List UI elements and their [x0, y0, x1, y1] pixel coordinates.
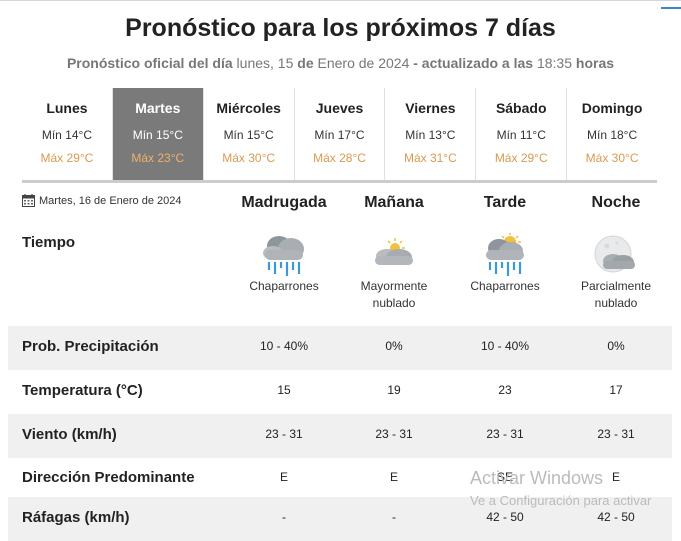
day-tab-sabado[interactable]: Sábado Mín 11°C Máx 29°C [476, 88, 568, 180]
condition-manana: Mayormente nublado [360, 279, 428, 310]
period-tarde: Tarde [483, 194, 527, 211]
calendar-icon [22, 194, 35, 207]
table-cell: 23 - 31 [486, 427, 524, 441]
row-label: Dirección Predominante [22, 469, 195, 486]
partly-cloudy-night-icon [594, 235, 635, 273]
activation-watermark-text: Ve a Configuración para activar [470, 493, 652, 508]
table-cell: 0% [385, 339, 403, 353]
page-title: Pronóstico para los próximos 7 días [125, 14, 556, 42]
day-tab-miercoles[interactable]: Miércoles Mín 15°C Máx 30°C [204, 88, 295, 180]
day-max-temp: Máx 31°C [403, 151, 457, 165]
table-cell: 23 - 31 [265, 427, 303, 441]
activation-watermark-title: Activar Windows [470, 468, 604, 488]
row-direccion: Dirección Predominante E E SE E [8, 457, 672, 501]
day-max-temp: Máx 29°C [494, 151, 548, 165]
row-prob-precipitacion: Prob. Precipitación 10 - 40% 0% 10 - 40%… [8, 326, 672, 370]
day-min-temp: Mín 13°C [405, 128, 456, 142]
row-label: Temperatura (°C) [22, 382, 143, 399]
day-name: Lunes [46, 100, 88, 116]
table-cell: 23 - 31 [375, 427, 413, 441]
day-name: Miércoles [216, 100, 281, 116]
day-tab-viernes[interactable]: Viernes Mín 13°C Máx 31°C [385, 88, 477, 180]
forecast-subtitle: Pronóstico oficial del día lunes, 15 de … [66, 55, 615, 71]
table-cell: 17 [609, 383, 623, 397]
top-accent [661, 7, 681, 9]
partly-cloudy-day-icon [375, 238, 413, 265]
period-madrugada: Madrugada [241, 194, 327, 211]
table-cell: 0% [607, 339, 625, 353]
table-cell: 23 [498, 383, 512, 397]
row-viento: Viento (km/h) 23 - 31 23 - 31 23 - 31 23… [8, 414, 672, 458]
table-cell: E [611, 470, 620, 484]
selected-date: Martes, 16 de Enero de 2024 [22, 194, 181, 207]
day-tab-jueves[interactable]: Jueves Mín 17°C Máx 28°C [295, 88, 386, 180]
day-name: Sábado [495, 100, 547, 116]
period-manana: Mañana [364, 194, 424, 211]
table-cell: 42 - 50 [597, 510, 635, 524]
rain-cloud-sun-icon [486, 233, 524, 276]
condition-noche: Parcialmente nublado [580, 279, 652, 310]
row-label: Prob. Precipitación [22, 338, 159, 355]
day-max-temp: Máx 28°C [313, 151, 366, 165]
day-min-temp: Mín 15°C [132, 128, 183, 142]
day-name: Jueves [315, 100, 364, 116]
table-cell: - [282, 510, 286, 524]
selected-date-text: Martes, 16 de Enero de 2024 [39, 194, 182, 207]
row-temperatura: Temperatura (°C) 15 19 23 17 [8, 370, 672, 414]
day-name: Domingo [581, 100, 643, 116]
day-max-temp: Máx 30°C [585, 151, 639, 165]
row-rafagas: Ráfagas (km/h) - - 42 - 50 42 - 50 [8, 497, 672, 541]
day-name: Martes [135, 100, 181, 116]
top-border [0, 0, 681, 1]
table-cell: 10 - 40% [480, 339, 530, 353]
table-cell: 19 [387, 383, 401, 397]
day-min-temp: Mín 18°C [587, 128, 638, 142]
day-min-temp: Mín 14°C [41, 128, 92, 142]
day-max-temp: Máx 30°C [222, 151, 276, 165]
table-cell: 42 - 50 [486, 510, 524, 524]
row-label: Viento (km/h) [22, 426, 117, 443]
condition-tarde: Chaparrones [470, 279, 540, 293]
day-name: Viernes [405, 100, 456, 116]
day-tab-lunes[interactable]: Lunes Mín 14°C Máx 29°C [22, 88, 113, 180]
table-cell: 15 [277, 383, 291, 397]
rain-cloud-icon [263, 236, 304, 276]
period-noche: Noche [591, 194, 641, 211]
table-cell: 23 - 31 [597, 427, 635, 441]
table-cell: 10 - 40% [259, 339, 309, 353]
day-tab-martes[interactable]: Martes Mín 15°C Máx 23°C [112, 88, 204, 180]
day-tabs: Lunes Mín 14°C Máx 29°C Martes Mín 15°C … [22, 88, 657, 183]
tiempo-label: Tiempo [22, 234, 76, 251]
day-max-temp: Máx 29°C [40, 151, 94, 165]
condition-madrugada: Chaparrones [249, 279, 319, 293]
day-max-temp: Máx 23°C [131, 151, 185, 165]
row-label: Ráfagas (km/h) [22, 509, 130, 526]
table-cell: - [392, 510, 396, 524]
table-cell: E [279, 470, 288, 484]
table-cell: SE [496, 470, 513, 484]
day-min-temp: Mín 11°C [496, 128, 546, 142]
day-tab-domingo[interactable]: Domingo Mín 18°C Máx 30°C [567, 88, 657, 180]
day-min-temp: Mín 17°C [314, 128, 365, 142]
table-cell: E [389, 470, 398, 484]
day-min-temp: Mín 15°C [223, 128, 274, 142]
